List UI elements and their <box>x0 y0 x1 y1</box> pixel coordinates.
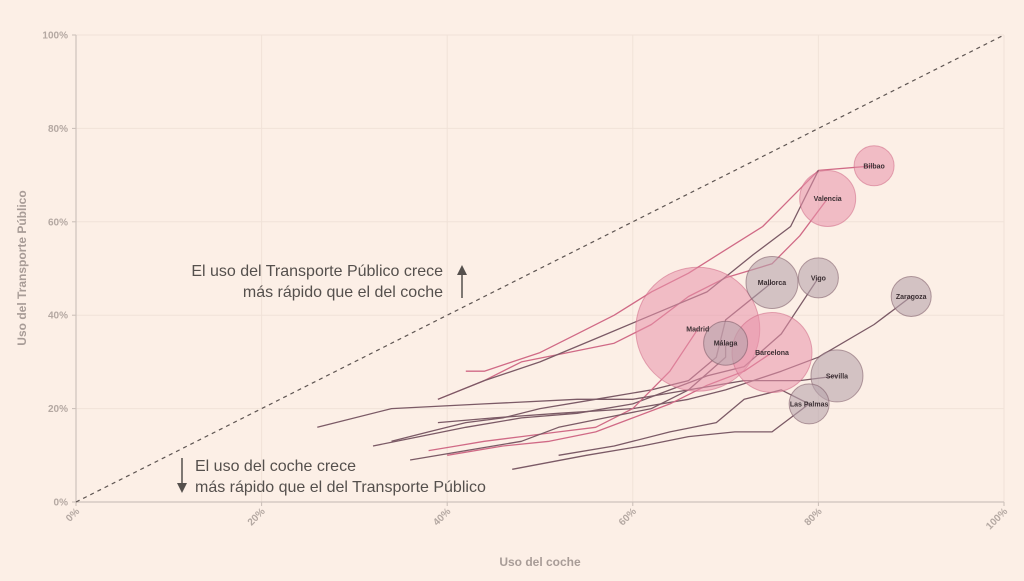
x-tick-label: 80% <box>803 506 825 528</box>
series-line <box>428 328 699 452</box>
x-tick-label: 40% <box>431 506 453 528</box>
city-label: Mallorca <box>758 280 787 287</box>
annotation-down-line2: más rápido que el del Transporte Público <box>195 479 486 496</box>
x-tick-label: 100% <box>984 506 1010 532</box>
city-label: Las Palmas <box>790 401 829 408</box>
y-tick-label: 60% <box>48 217 68 228</box>
y-axis-title: Uso del Transporte Público <box>15 190 29 345</box>
annotation-up: El uso del Transporte Público crece más … <box>191 263 467 301</box>
bubble <box>799 169 857 227</box>
city-label: Barcelona <box>755 350 789 357</box>
bubble <box>788 383 830 425</box>
x-tick-label: 20% <box>246 506 268 528</box>
series-line <box>512 403 810 470</box>
arrow-up-icon <box>457 265 467 298</box>
y-tick-label: 0% <box>54 498 69 509</box>
series-line <box>437 295 912 424</box>
y-tick-label: 40% <box>48 311 68 322</box>
city-label: Madrid <box>686 327 709 334</box>
x-tick-label: 60% <box>617 506 639 528</box>
y-tick-label: 80% <box>48 124 68 135</box>
annotation-up-line1: El uso del Transporte Público crece <box>191 263 443 280</box>
bubble <box>890 276 932 318</box>
bubble <box>745 256 799 310</box>
annotation-up-line2: más rápido que el del coche <box>243 284 443 301</box>
bubble-labels: Bilbao Valencia Mallorca Vigo Zaragoza Madrid… <box>686 163 926 408</box>
annotation-down-line1: El uso del coche crece <box>195 458 356 475</box>
arrow-down-icon <box>177 458 187 493</box>
annotation-down: El uso del coche crece más rápido que el… <box>177 458 486 496</box>
diagonal-reference-line <box>75 34 1005 503</box>
city-label: Sevilla <box>826 373 848 380</box>
x-tick-label: 0% <box>64 506 82 524</box>
city-label: Valencia <box>814 196 842 203</box>
y-tick-label: 20% <box>48 404 68 415</box>
bubbles <box>635 145 932 425</box>
x-axis-title: Uso del coche <box>499 555 581 569</box>
bubble <box>797 257 839 299</box>
city-label: Bilbao <box>863 163 884 170</box>
city-label: Vigo <box>811 275 826 282</box>
city-label: Málaga <box>714 341 738 348</box>
y-tick-label: 100% <box>42 31 68 42</box>
bubble <box>703 320 749 366</box>
bubble <box>810 349 864 403</box>
axes: 0%0% 20% 20% 40% 40% 60% 60% 80% 80% 100% 100% <box>42 31 1010 533</box>
bubble <box>853 145 895 187</box>
city-label: Zaragoza <box>896 294 927 301</box>
reference-line <box>75 34 1005 503</box>
